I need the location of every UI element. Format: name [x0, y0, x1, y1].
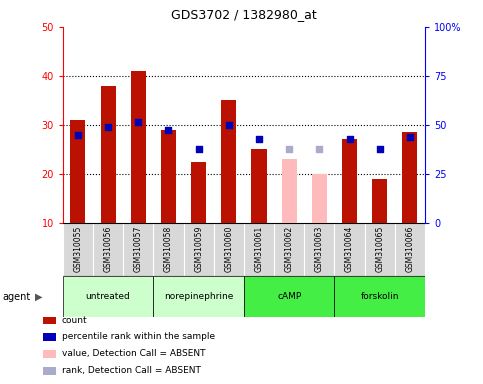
- Text: agent: agent: [2, 291, 30, 302]
- Bar: [161, 130, 176, 223]
- Bar: [154, 276, 244, 317]
- Text: norepinephrine: norepinephrine: [164, 292, 233, 301]
- Bar: [282, 159, 297, 223]
- FancyBboxPatch shape: [334, 223, 365, 276]
- Text: untreated: untreated: [85, 292, 130, 301]
- Text: count: count: [62, 316, 87, 324]
- Bar: [334, 276, 425, 317]
- Point: [74, 131, 82, 138]
- FancyBboxPatch shape: [184, 223, 213, 276]
- Text: GSM310066: GSM310066: [405, 225, 414, 272]
- Text: value, Detection Call = ABSENT: value, Detection Call = ABSENT: [62, 349, 205, 358]
- FancyBboxPatch shape: [244, 223, 274, 276]
- Point: [376, 146, 384, 152]
- Bar: [221, 100, 236, 223]
- Text: GSM310057: GSM310057: [134, 225, 143, 272]
- Bar: [131, 71, 146, 223]
- Text: GSM310055: GSM310055: [73, 225, 83, 272]
- Text: GSM310065: GSM310065: [375, 225, 384, 272]
- Text: GSM310063: GSM310063: [315, 225, 324, 272]
- Text: rank, Detection Call = ABSENT: rank, Detection Call = ABSENT: [62, 366, 201, 375]
- Point: [255, 136, 263, 142]
- Point: [346, 136, 354, 142]
- FancyBboxPatch shape: [93, 223, 123, 276]
- Bar: [252, 149, 267, 223]
- Text: ▶: ▶: [35, 291, 43, 302]
- Text: percentile rank within the sample: percentile rank within the sample: [62, 333, 215, 341]
- Bar: [43, 333, 56, 341]
- Text: cAMP: cAMP: [277, 292, 301, 301]
- FancyBboxPatch shape: [304, 223, 334, 276]
- Bar: [244, 276, 334, 317]
- Text: GSM310061: GSM310061: [255, 225, 264, 271]
- Text: GSM310064: GSM310064: [345, 225, 354, 272]
- Bar: [71, 120, 85, 223]
- Point: [165, 127, 172, 133]
- Text: GSM310060: GSM310060: [224, 225, 233, 272]
- FancyBboxPatch shape: [365, 223, 395, 276]
- FancyBboxPatch shape: [63, 223, 93, 276]
- FancyBboxPatch shape: [123, 223, 154, 276]
- Point: [104, 124, 112, 130]
- Point: [134, 119, 142, 126]
- Point: [225, 122, 233, 128]
- Bar: [100, 86, 115, 223]
- FancyBboxPatch shape: [154, 223, 184, 276]
- FancyBboxPatch shape: [274, 223, 304, 276]
- Text: GSM310059: GSM310059: [194, 225, 203, 272]
- Text: GSM310058: GSM310058: [164, 225, 173, 271]
- FancyBboxPatch shape: [213, 223, 244, 276]
- Point: [195, 146, 202, 152]
- FancyBboxPatch shape: [395, 223, 425, 276]
- Bar: [43, 316, 56, 324]
- Bar: [43, 366, 56, 375]
- Bar: [191, 162, 206, 223]
- Text: GSM310062: GSM310062: [284, 225, 294, 271]
- Text: GDS3702 / 1382980_at: GDS3702 / 1382980_at: [171, 8, 317, 21]
- Point: [315, 146, 323, 152]
- Bar: [372, 179, 387, 223]
- Bar: [342, 139, 357, 223]
- Text: forskolin: forskolin: [360, 292, 399, 301]
- Bar: [63, 276, 154, 317]
- Text: GSM310056: GSM310056: [103, 225, 113, 272]
- Bar: [43, 350, 56, 358]
- Point: [285, 146, 293, 152]
- Bar: [312, 174, 327, 223]
- Point: [406, 134, 414, 140]
- Bar: [402, 132, 417, 223]
